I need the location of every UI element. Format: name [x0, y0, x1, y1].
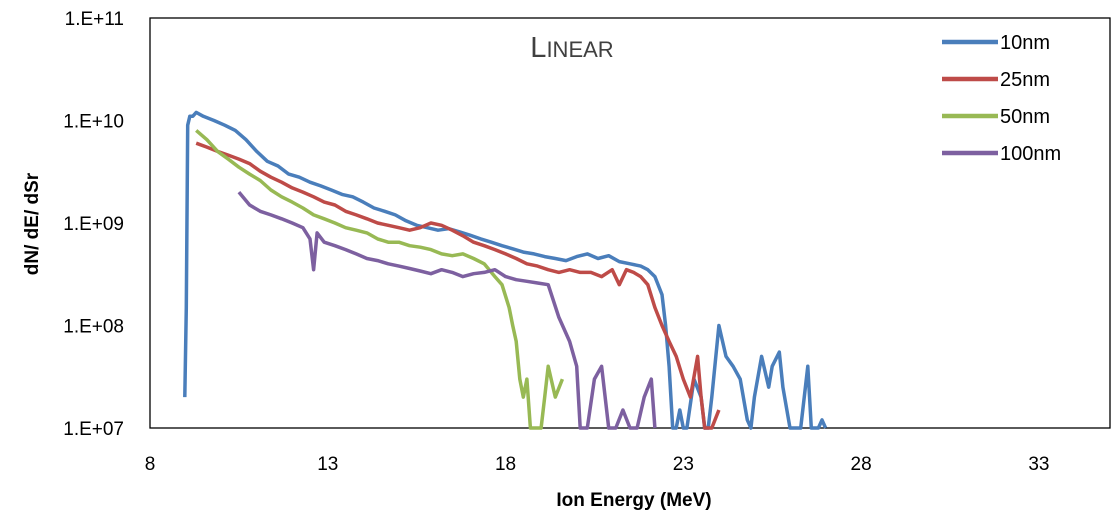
y-axis-title: dN/ dE/ dSr	[22, 172, 43, 275]
chart-title-rest: INEAR	[546, 37, 613, 62]
x-tick-label: 18	[495, 454, 516, 475]
y-tick-label: 1.E+07	[63, 419, 124, 440]
legend: 10nm 25nm 50nm 100nm	[942, 32, 1061, 165]
series-line-100nm	[237, 190, 657, 430]
legend-label: 50nm	[1000, 106, 1050, 128]
y-tick-label: 1.E+11	[65, 9, 124, 30]
legend-label: 25nm	[1000, 69, 1050, 91]
series-line-25nm	[195, 141, 721, 430]
x-tick-label: 33	[1028, 454, 1049, 475]
x-tick-label: 8	[145, 454, 156, 475]
chart-title-initial: L	[530, 32, 546, 64]
y-tick-label: 1.E+08	[63, 317, 124, 338]
y-tick-label: 1.E+10	[63, 112, 124, 133]
series-layer	[183, 110, 828, 430]
plot-area	[149, 17, 1111, 429]
x-tick-labels: 8 13 18 23 28 33	[145, 454, 1050, 475]
legend-label: 100nm	[1000, 143, 1061, 165]
x-axis-title: Ion Energy (MeV)	[556, 490, 711, 511]
x-tick-label: 23	[673, 454, 694, 475]
y-tick-label: 1.E+09	[63, 214, 124, 235]
chart-title: LINEAR	[530, 32, 613, 64]
x-tick-label: 28	[851, 454, 872, 475]
y-tick-labels: 1.E+07 1.E+08 1.E+09 1.E+10 1.E+11	[63, 9, 124, 440]
x-tick-label: 13	[317, 454, 338, 475]
series-line-50nm	[195, 129, 565, 430]
series-line-10nm	[183, 110, 828, 430]
legend-label: 10nm	[1000, 32, 1050, 54]
